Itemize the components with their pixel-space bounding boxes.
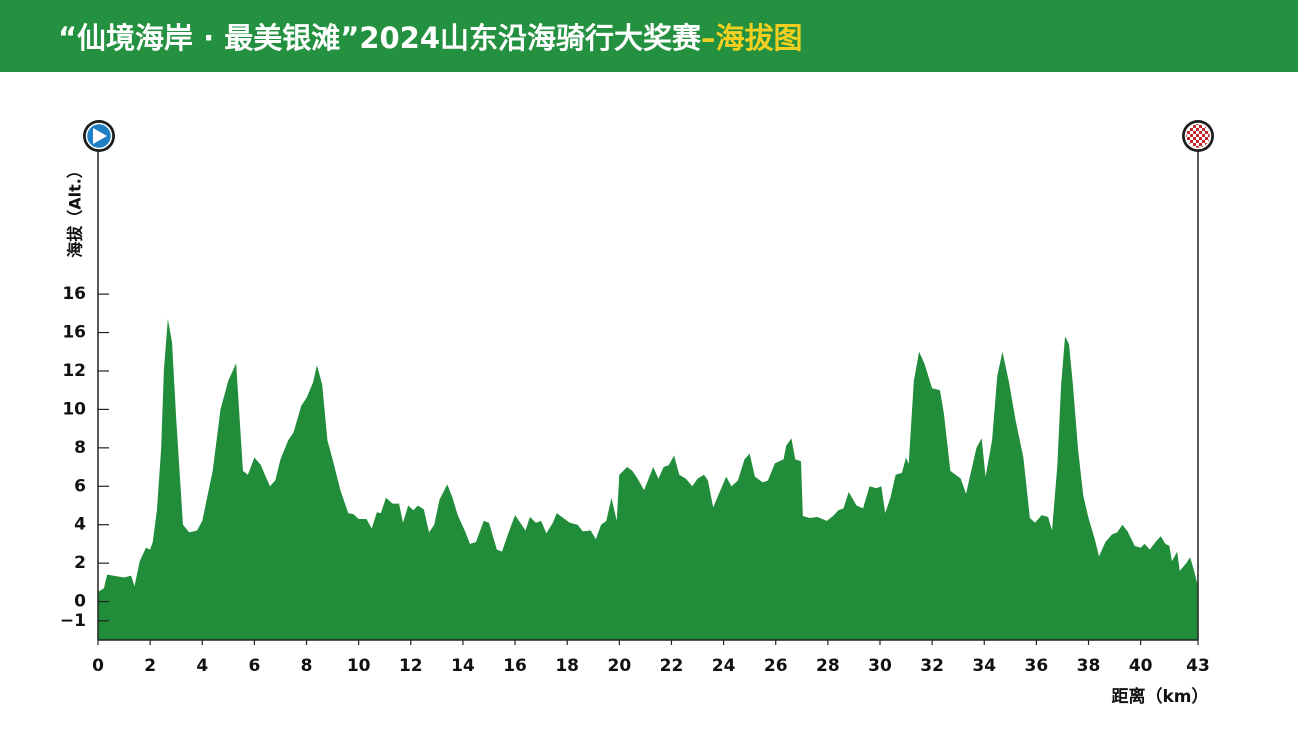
title-main: “仙境海岸 · 最美银滩”2024山东沿海骑行大奖赛 xyxy=(58,21,702,55)
x-tick-label: 0 xyxy=(92,656,104,676)
x-tick-label: 2 xyxy=(144,656,156,676)
y-tick-label: 2 xyxy=(74,553,86,573)
x-tick-label: 40 xyxy=(1129,656,1153,676)
x-tick-label: 24 xyxy=(712,656,736,676)
y-tick-label: −1 xyxy=(60,611,86,631)
elevation-area xyxy=(98,319,1198,640)
y-tick-label: 16 xyxy=(62,323,86,343)
y-tick-label: 6 xyxy=(74,476,86,496)
y-tick-label: 10 xyxy=(62,399,86,419)
x-axis-label: 距离（km） xyxy=(1111,686,1208,707)
x-tick-label: 43 xyxy=(1186,656,1210,676)
y-tick-label: 8 xyxy=(74,438,86,458)
start-icon xyxy=(83,120,115,152)
x-tick-label: 26 xyxy=(764,656,788,676)
y-tick-label: 12 xyxy=(62,361,86,381)
x-tick-label: 36 xyxy=(1025,656,1049,676)
x-tick-label: 18 xyxy=(555,656,579,676)
chart-title: “仙境海岸 · 最美银滩”2024山东沿海骑行大奖赛–海拔图 xyxy=(58,21,803,55)
x-tick-label: 34 xyxy=(972,656,996,676)
x-tick-label: 12 xyxy=(399,656,423,676)
y-axis-label: 海拔（Alt.） xyxy=(66,162,85,258)
x-tick-label: 14 xyxy=(451,656,475,676)
y-tick-label: 16 xyxy=(62,284,86,304)
x-tick-label: 16 xyxy=(503,656,527,676)
x-tick-label: 6 xyxy=(248,656,260,676)
y-tick-label: 0 xyxy=(74,592,86,612)
x-tick-label: 10 xyxy=(347,656,371,676)
x-tick-label: 32 xyxy=(920,656,944,676)
header-bar xyxy=(0,0,1298,72)
y-tick-label: 4 xyxy=(74,515,86,535)
x-tick-label: 4 xyxy=(196,656,208,676)
x-tick-label: 20 xyxy=(607,656,631,676)
title-highlight: –海拔图 xyxy=(701,21,803,55)
x-tick-label: 8 xyxy=(301,656,313,676)
x-tick-label: 30 xyxy=(868,656,892,676)
finish-icon xyxy=(1182,120,1214,152)
x-tick-label: 38 xyxy=(1077,656,1101,676)
x-tick-label: 28 xyxy=(816,656,840,676)
plot-area xyxy=(98,319,1198,640)
x-tick-label: 22 xyxy=(660,656,684,676)
